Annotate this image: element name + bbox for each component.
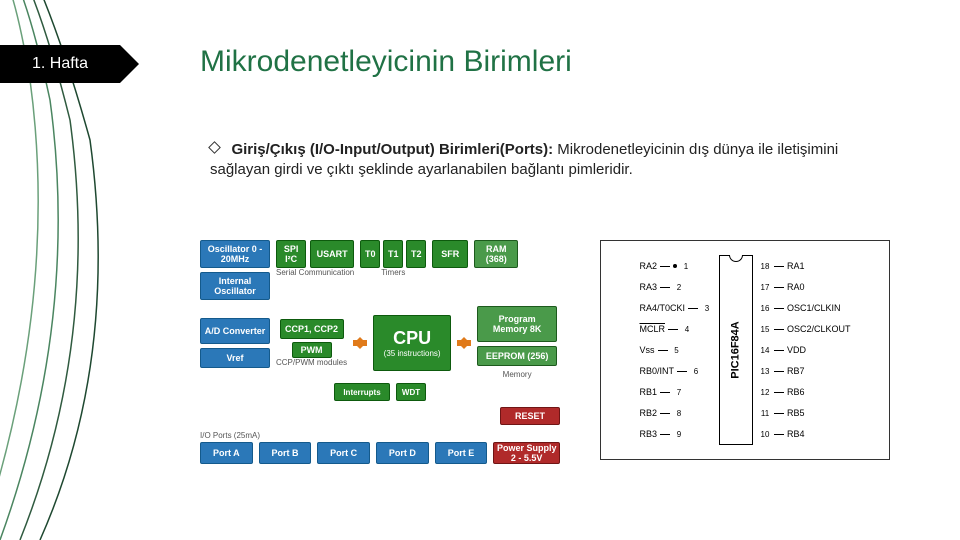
pin-label: RA4/T0CKI: [639, 303, 685, 313]
pin-label: RB0/INT: [639, 366, 674, 376]
pin-label: RB1: [639, 387, 657, 397]
pin-number: 4: [681, 325, 693, 334]
diamond-bullet-icon: [208, 141, 221, 154]
vref-block: Vref: [200, 348, 270, 368]
power-block: Power Supply 2 - 5.5V: [493, 442, 560, 464]
serial-label: Serial Communication: [276, 268, 354, 277]
pin-number: 14: [759, 346, 771, 355]
pin-number: 10: [759, 430, 771, 439]
pin-row: 18 RA1: [759, 256, 851, 276]
adc-block: A/D Converter: [200, 318, 270, 344]
pin-number: 16: [759, 304, 771, 313]
pin-label: MCLR: [639, 324, 665, 334]
pwm-block: PWM: [292, 342, 332, 358]
page-title: Mikrodenetleyicinin Birimleri: [200, 45, 572, 79]
pin-row: 13 RB7: [759, 361, 851, 381]
pin-label: OSC2/CLKOUT: [787, 324, 851, 334]
pin-number: 17: [759, 283, 771, 292]
sfr-block: SFR: [432, 240, 468, 268]
intosc-block: Internal Oscillator: [200, 272, 270, 300]
cpu-label: CPU: [393, 328, 431, 349]
pin-label: RB2: [639, 408, 657, 418]
wdt-block: WDT: [396, 383, 426, 401]
pin-label: RA1: [787, 261, 805, 271]
progmem-block: Program Memory 8K: [477, 306, 557, 342]
pin-row: 11 RB5: [759, 403, 851, 423]
week-tab-label: 1. Hafta: [32, 55, 88, 73]
portb-block: Port B: [259, 442, 312, 464]
ram-block: RAM (368): [474, 240, 518, 268]
pin-row: MCLR 4: [639, 319, 713, 339]
chip-body: PIC16F84A: [719, 255, 753, 445]
pin-number: 3: [701, 304, 713, 313]
pin-row: RB3 9: [639, 424, 713, 444]
cpu-sublabel: (35 instructions): [384, 349, 441, 358]
pin-row: 10 RB4: [759, 424, 851, 444]
pin-number: 1: [680, 262, 692, 271]
bullet-paragraph: Giriş/Çıkış (I/O-Input/Output) Birimleri…: [210, 140, 900, 181]
cpu-block: CPU (35 instructions): [373, 315, 451, 371]
bus-arrow-icon: [353, 340, 367, 346]
pin-number: 12: [759, 388, 771, 397]
pin-label: VDD: [787, 345, 806, 355]
pin-row: Vss 5: [639, 340, 713, 360]
pin-number: 13: [759, 367, 771, 376]
pin-label: RB3: [639, 429, 657, 439]
pic-pinout-diagram: RA21RA32RA4/T0CKI3MCLR4Vss5RB0/INT6RB17R…: [600, 240, 890, 460]
pin-row: 15 OSC2/CLKOUT: [759, 319, 851, 339]
t2-block: T2: [406, 240, 426, 268]
portd-block: Port D: [376, 442, 429, 464]
pin-row: RB2 8: [639, 403, 713, 423]
pin-label: RA3: [639, 282, 657, 292]
pin-row: RB0/INT 6: [639, 361, 713, 381]
eeprom-block: EEPROM (256): [477, 346, 557, 366]
pin-label: RB5: [787, 408, 805, 418]
pin-label: RA2: [639, 261, 657, 271]
pin-label: RB6: [787, 387, 805, 397]
reset-block: RESET: [500, 407, 560, 425]
chip-name: PIC16F84A: [730, 321, 742, 378]
pin-row: 12 RB6: [759, 382, 851, 402]
usart-block: USART: [310, 240, 354, 268]
pin-number: 7: [673, 388, 685, 397]
pin-number: 9: [673, 430, 685, 439]
week-tab: 1. Hafta: [0, 45, 120, 83]
t1-block: T1: [383, 240, 403, 268]
timers-label: Timers: [381, 268, 405, 277]
pin-number: 6: [690, 367, 702, 376]
ccp-block: CCP1, CCP2: [280, 319, 344, 339]
ioports-label: I/O Ports (25mA): [200, 431, 560, 440]
pin-row: 14 VDD: [759, 340, 851, 360]
ccp-label: CCP/PWM modules: [276, 358, 347, 367]
mcu-block-diagram: Oscillator 0 - 20MHz Internal Oscillator…: [200, 240, 560, 470]
pin-label: RB4: [787, 429, 805, 439]
pin-number: 5: [671, 346, 683, 355]
pin-label: RB7: [787, 366, 805, 376]
t0-block: T0: [360, 240, 380, 268]
portc-block: Port C: [317, 442, 370, 464]
porta-block: Port A: [200, 442, 253, 464]
bus-arrow-icon: [457, 340, 471, 346]
pin-row: RB1 7: [639, 382, 713, 402]
pin-label: OSC1/CLKIN: [787, 303, 841, 313]
pin-row: RA2 1: [639, 256, 713, 276]
pin-number: 8: [673, 409, 685, 418]
pin-number: 18: [759, 262, 771, 271]
osc-block: Oscillator 0 - 20MHz: [200, 240, 270, 268]
pin-label: Vss: [639, 345, 654, 355]
pin-label: RA0: [787, 282, 805, 292]
memory-label: Memory: [477, 370, 557, 379]
pin-row: RA3 2: [639, 277, 713, 297]
pin-number: 15: [759, 325, 771, 334]
pin-row: 16 OSC1/CLKIN: [759, 298, 851, 318]
bullet-bold: Giriş/Çıkış (I/O-Input/Output) Birimleri…: [231, 141, 553, 158]
pin-number: 11: [759, 409, 771, 418]
pin-row: 17 RA0: [759, 277, 851, 297]
porte-block: Port E: [435, 442, 488, 464]
interrupts-block: Interrupts: [334, 383, 390, 401]
pin-row: RA4/T0CKI 3: [639, 298, 713, 318]
spi-block: SPI I²C: [276, 240, 306, 268]
pin-number: 2: [673, 283, 685, 292]
